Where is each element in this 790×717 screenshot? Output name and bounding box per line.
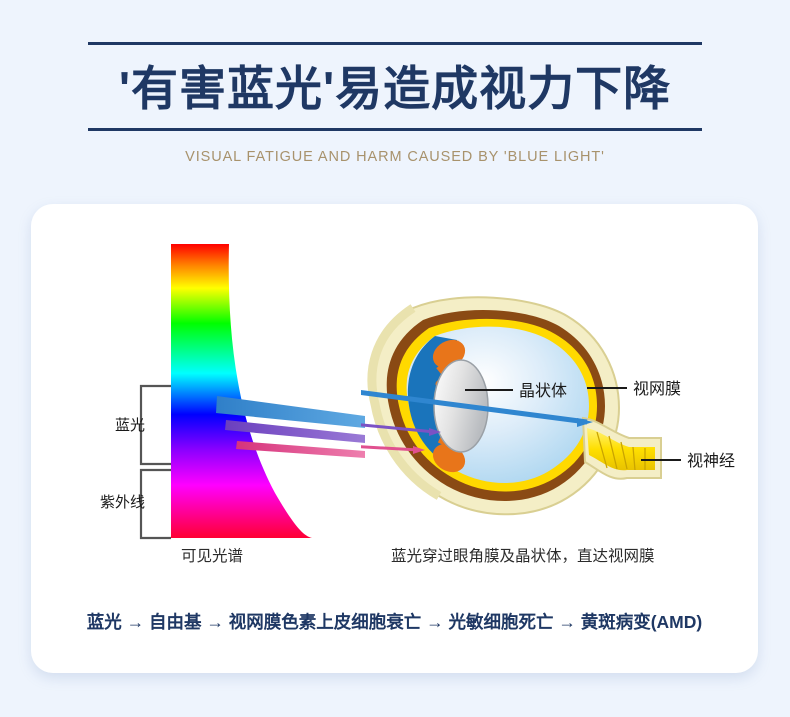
page-header: '有害蓝光'易造成视力下降 VISUAL FATIGUE AND HARM CA… [0, 0, 790, 190]
violet-light-path [361, 423, 441, 436]
magenta-ray [236, 441, 365, 458]
cornea [367, 304, 442, 500]
label-optic-nerve: 视神经 [687, 452, 735, 470]
bracket-ultraviolet [139, 468, 171, 540]
eye-svg: 晶状体 视网膜 视神经 [361, 296, 735, 516]
caption-visible-spectrum: 可见光谱 [181, 548, 244, 565]
violet-ray [225, 420, 365, 443]
eye-anatomy-diagram: 晶状体 视网膜 视神经 [361, 292, 741, 532]
header-rule-top [88, 42, 702, 45]
page-title: '有害蓝光'易造成视力下降 [118, 62, 672, 115]
caption-blue-light-path: 蓝光穿过眼角膜及晶状体，直达视网膜 [391, 548, 655, 565]
optic-nerve [587, 428, 655, 471]
visible-spectrum-diagram: 蓝光 紫外线 [75, 238, 365, 583]
content-card: 蓝光 紫外线 [31, 204, 758, 673]
spectrum-label-ultraviolet: 紫外线 [100, 494, 146, 511]
label-retina: 视网膜 [633, 380, 681, 398]
spectrum-svg [139, 244, 365, 540]
label-lens: 晶状体 [519, 382, 567, 400]
spectrum-label-blue-light: 蓝光 [115, 417, 146, 434]
bracket-blue-light [139, 384, 171, 466]
blue-ray [216, 396, 365, 428]
page-subtitle: VISUAL FATIGUE AND HARM CAUSED BY 'BLUE … [185, 149, 605, 165]
spectrum-gradient-shape [171, 244, 312, 538]
damage-chain-text: 蓝光 → 自由基 → 视网膜色素上皮细胞衰亡 → 光敏细胞死亡 → 黄斑病变(A… [86, 612, 703, 632]
magenta-light-path [361, 445, 425, 454]
header-rule-bottom [88, 128, 702, 131]
blue-light-path [361, 390, 593, 427]
